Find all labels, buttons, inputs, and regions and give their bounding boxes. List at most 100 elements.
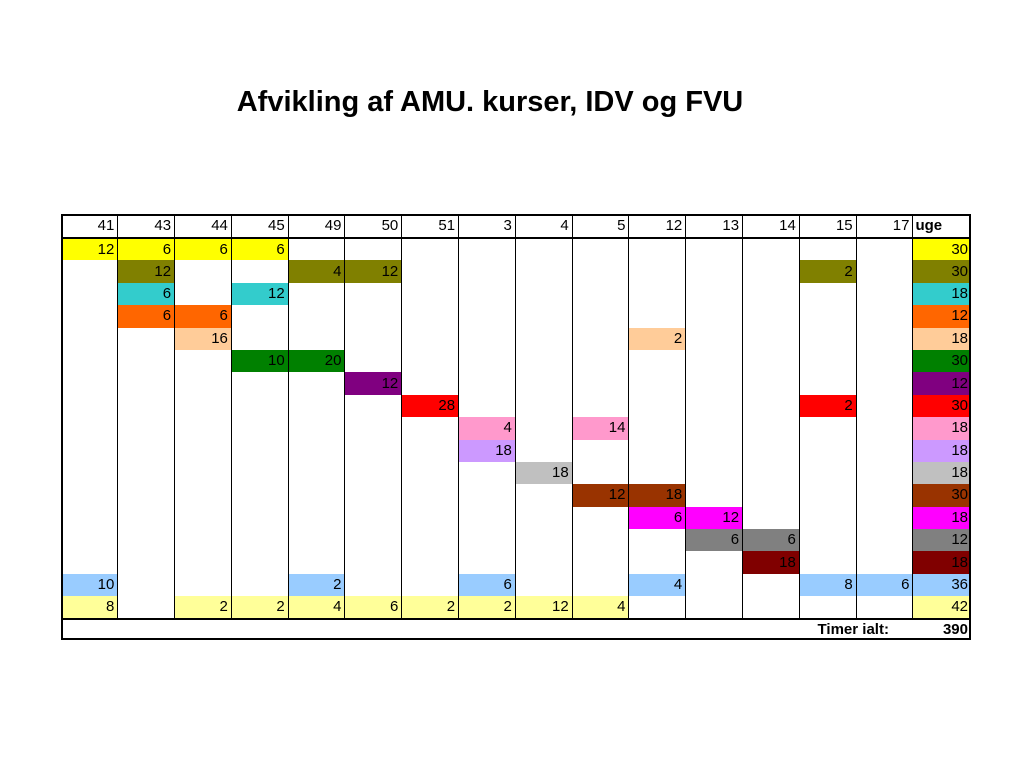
hours-cell: 6 <box>174 305 232 328</box>
hours-cell: 2 <box>287 573 345 597</box>
uge-total-cell: 18 <box>912 551 971 574</box>
hours-cell: 2 <box>798 260 857 283</box>
empty-cell <box>117 439 175 462</box>
empty-cell <box>61 305 118 327</box>
hours-cell: 28 <box>401 394 459 418</box>
empty-cell <box>514 282 573 306</box>
empty-cell <box>117 372 175 395</box>
empty-cell <box>174 573 232 597</box>
empty-cell <box>230 439 289 462</box>
empty-cell <box>287 529 345 552</box>
empty-cell <box>798 349 857 373</box>
week-header: 43 <box>117 214 175 239</box>
empty-cell <box>855 506 913 530</box>
table-row: 6 6 12 <box>61 529 971 552</box>
empty-cell <box>287 305 345 328</box>
empty-cell <box>628 551 686 574</box>
week-header: 13 <box>685 214 743 239</box>
empty-cell <box>458 327 516 350</box>
hours-cell: 6 <box>230 238 289 261</box>
empty-cell <box>287 551 345 574</box>
empty-cell <box>798 238 857 261</box>
uge-total-cell: 42 <box>912 596 971 619</box>
empty-cell <box>458 260 516 283</box>
hours-cell: 12 <box>230 282 289 306</box>
empty-cell <box>798 417 857 440</box>
empty-cell <box>798 372 857 395</box>
empty-cell <box>458 349 516 373</box>
uge-total-cell: 18 <box>912 439 971 462</box>
empty-cell <box>798 327 857 350</box>
hours-cell: 2 <box>798 394 857 418</box>
empty-cell <box>571 506 629 530</box>
empty-cell <box>685 439 743 462</box>
header-row: 41 43 44 45 49 50 51 3 4 5 12 13 14 15 17 uge <box>61 214 971 239</box>
empty-cell <box>571 349 629 373</box>
empty-cell <box>685 327 743 350</box>
table-row: 12 18 30 <box>61 484 971 507</box>
uge-header: uge <box>912 214 971 239</box>
empty-cell <box>344 461 402 485</box>
empty-cell <box>742 484 800 507</box>
uge-total-cell: 30 <box>912 238 971 261</box>
empty-cell <box>344 282 402 306</box>
empty-cell <box>344 484 402 507</box>
empty-cell <box>230 461 289 485</box>
schedule-table: 41 43 44 45 49 50 51 3 4 5 12 13 14 15 17 uge 12 6 6 6 30 12 4… <box>61 214 971 642</box>
uge-total-cell: 18 <box>912 506 971 530</box>
empty-cell <box>230 260 289 283</box>
empty-cell <box>61 350 118 372</box>
empty-cell <box>571 573 629 597</box>
empty-cell <box>174 551 232 574</box>
hours-cell: 6 <box>117 282 175 306</box>
empty-cell <box>117 417 175 440</box>
empty-cell <box>571 282 629 306</box>
empty-cell <box>742 349 800 373</box>
table-row: 6 12 18 <box>61 282 971 306</box>
empty-cell <box>571 551 629 574</box>
empty-cell <box>344 439 402 462</box>
week-header: 49 <box>287 214 345 239</box>
empty-cell <box>458 282 516 306</box>
empty-cell <box>685 394 743 418</box>
hours-cell: 12 <box>685 506 743 530</box>
uge-total-cell: 36 <box>912 573 971 597</box>
empty-cell <box>742 327 800 350</box>
empty-cell <box>514 417 573 440</box>
empty-cell <box>685 238 743 261</box>
empty-cell <box>344 506 402 530</box>
empty-cell <box>571 327 629 350</box>
uge-total-cell: 30 <box>912 484 971 507</box>
empty-cell <box>174 282 232 306</box>
empty-cell <box>61 529 118 551</box>
empty-cell <box>287 484 345 507</box>
empty-cell <box>685 372 743 395</box>
empty-cell <box>685 573 743 597</box>
hours-cell: 18 <box>514 461 573 485</box>
empty-cell <box>458 506 516 530</box>
empty-cell <box>514 394 573 418</box>
hours-cell: 2 <box>230 596 289 619</box>
empty-cell <box>401 372 459 395</box>
empty-cell <box>798 551 857 574</box>
empty-cell <box>855 305 913 328</box>
empty-cell <box>742 238 800 261</box>
empty-cell <box>628 372 686 395</box>
week-header: 51 <box>401 214 459 239</box>
empty-cell <box>117 506 175 530</box>
empty-cell <box>117 484 175 507</box>
hours-cell: 2 <box>401 596 459 619</box>
empty-cell <box>628 282 686 306</box>
empty-cell <box>230 484 289 507</box>
empty-cell <box>401 305 459 328</box>
week-header: 5 <box>571 214 629 239</box>
week-header: 50 <box>344 214 402 239</box>
empty-cell <box>742 372 800 395</box>
uge-total-cell: 18 <box>912 327 971 350</box>
empty-cell <box>401 417 459 440</box>
empty-cell <box>514 439 573 462</box>
empty-cell <box>401 238 459 261</box>
empty-cell <box>571 439 629 462</box>
empty-cell <box>174 506 232 530</box>
empty-cell <box>571 238 629 261</box>
